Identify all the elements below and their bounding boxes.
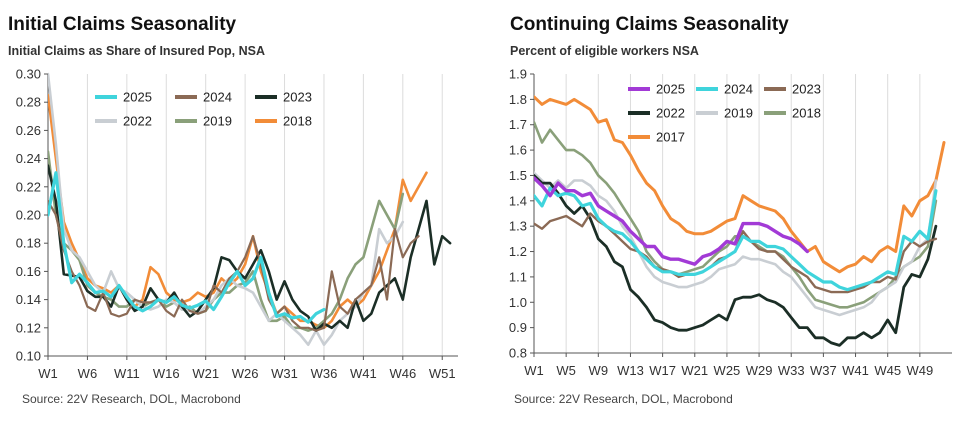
x-tick-label: W41	[350, 366, 377, 381]
y-tick-label: 0.8	[509, 346, 527, 361]
y-tick-label: 1.3	[509, 219, 527, 234]
y-tick-label: 1.7	[509, 117, 527, 132]
legend-label-2018: 2018	[283, 114, 312, 129]
y-tick-label: 0.16	[16, 264, 41, 279]
x-tick-label: W46	[389, 366, 416, 381]
series-line-2017	[534, 95, 946, 274]
x-tick-label: W16	[153, 366, 180, 381]
series-line-2019	[48, 150, 405, 332]
y-tick-label: 1.6	[509, 143, 527, 158]
chart-title: Continuing Claims Seasonality	[510, 14, 789, 35]
y-tick-label: 0.14	[16, 292, 41, 307]
y-tick-label: 0.26	[16, 123, 41, 138]
chart-source: Source: 22V Research, DOL, Macrobond	[514, 392, 733, 406]
x-tick-label: W11	[114, 366, 140, 381]
legend-label-2023: 2023	[283, 90, 312, 105]
y-tick-label: 1.8	[509, 92, 527, 107]
x-tick-label: W26	[232, 366, 259, 381]
series-line-2019	[534, 171, 938, 317]
x-tick-label: W36	[311, 366, 338, 381]
x-tick-label: W17	[649, 363, 676, 378]
x-tick-label: W5	[556, 363, 576, 378]
x-tick-label: W6	[78, 366, 98, 381]
x-tick-label: W49	[906, 363, 933, 378]
y-tick-label: 0.28	[16, 95, 41, 110]
initial-claims-chart: 0.10 0.12 0.14 0.16 0.18 0.20 0.22 0.24 0.26 0.28…	[16, 67, 458, 381]
legend: 2025 2024 2023 2022 2019 2018 2017	[628, 82, 821, 145]
y-tick-label: 1.9	[509, 67, 527, 82]
x-tick-label: W33	[778, 363, 805, 378]
y-tick-label: 0.9	[509, 320, 527, 335]
x-tick-label: W21	[192, 366, 219, 381]
continuing-claims-chart: 0.8 0.9 1.0 1.1 1.2 1.3 1.4 1.5 1.6 1.7 1.8 1.9 W1 W5…	[509, 67, 952, 378]
x-tick-label: W29	[746, 363, 773, 378]
chart-source: Source: 22V Research, DOL, Macrobond	[22, 392, 241, 406]
y-tick-label: 0.12	[16, 320, 41, 335]
initial-claims-panel: Initial Claims Seasonality Initial Claim…	[0, 0, 486, 424]
series-line-2024	[534, 186, 938, 292]
legend: 2025 2024 2023 2022 2019 2018	[95, 90, 312, 129]
legend-label-2023: 2023	[792, 82, 821, 97]
x-tick-label: W13	[617, 363, 644, 378]
legend-label-2019: 2019	[724, 106, 753, 121]
series-group	[534, 95, 946, 347]
legend-label-2022: 2022	[123, 114, 152, 129]
series-line-2018	[48, 93, 428, 330]
x-tick-label: W1	[38, 366, 58, 381]
y-tick-label: 1.5	[509, 168, 527, 183]
legend-label-2025: 2025	[123, 90, 152, 105]
x-tick-label: W51	[429, 366, 456, 381]
y-tick-label: 0.24	[16, 151, 41, 166]
x-tick-label: W45	[874, 363, 901, 378]
y-tick-label: 0.30	[16, 67, 41, 82]
chart-subtitle: Initial Claims as Share of Insured Pop, …	[8, 44, 266, 58]
series-line-2025	[48, 171, 326, 324]
legend-label-2017: 2017	[656, 130, 685, 145]
legend-label-2024: 2024	[724, 82, 753, 97]
y-tick-label: 1.0	[509, 295, 527, 310]
y-tick-label: 0.22	[16, 179, 41, 194]
x-tick-label: W1	[524, 363, 544, 378]
x-tick-label: W25	[714, 363, 741, 378]
legend-label-2025: 2025	[656, 82, 685, 97]
y-tick-label: 1.1	[509, 269, 527, 284]
chart-subtitle: Percent of eligible workers NSA	[510, 44, 699, 58]
y-tick-label: 0.20	[16, 208, 41, 223]
y-tick-label: 1.4	[509, 193, 527, 208]
legend-label-2019: 2019	[203, 114, 232, 129]
y-tick-label: 0.18	[16, 236, 41, 251]
series-group	[48, 72, 452, 347]
x-tick-label: W31	[271, 366, 298, 381]
chart-title: Initial Claims Seasonality	[8, 14, 237, 35]
series-line-2025	[534, 176, 809, 266]
x-tick-label: W9	[589, 363, 609, 378]
continuing-claims-panel: Continuing Claims Seasonality Percent of…	[490, 0, 973, 424]
legend-label-2018: 2018	[792, 106, 821, 121]
x-tick-label: W21	[681, 363, 708, 378]
x-tick-label: W41	[842, 363, 869, 378]
y-tick-label: 1.2	[509, 244, 527, 259]
legend-label-2022: 2022	[656, 106, 685, 121]
x-tick-label: W37	[810, 363, 837, 378]
legend-label-2024: 2024	[203, 90, 232, 105]
series-line-2023	[48, 164, 452, 332]
y-tick-label: 0.10	[16, 349, 41, 364]
series-line-2018	[534, 120, 938, 309]
series-line-2022	[534, 174, 938, 347]
series-line-2022	[48, 72, 405, 347]
